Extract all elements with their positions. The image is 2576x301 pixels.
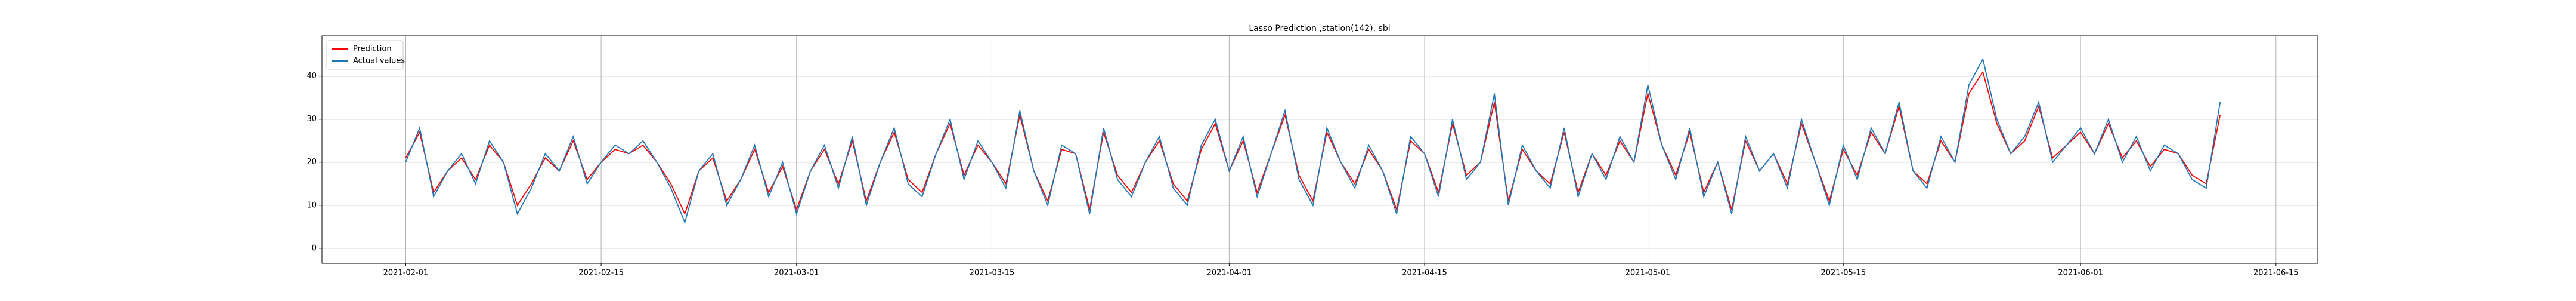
y-tick-label: 20	[306, 158, 317, 167]
plot-frame	[321, 35, 2318, 264]
x-tick-label: 2021-03-01	[774, 269, 819, 278]
chart-title: Lasso Prediction ,station(142), sbi	[1249, 24, 1390, 33]
y-tick-label: 0	[312, 244, 317, 253]
y-tick-label: 10	[306, 201, 317, 210]
x-tick-label: 2021-02-15	[578, 269, 624, 278]
x-tick-label: 2021-04-15	[1402, 269, 1447, 278]
x-tick-label: 2021-02-01	[383, 269, 429, 278]
y-tick-label: 30	[306, 115, 317, 124]
series-line	[405, 70, 2221, 216]
legend-label: Actual values	[353, 57, 405, 66]
x-tick-label: 2021-04-01	[1207, 269, 1252, 278]
legend-box	[326, 40, 404, 70]
x-tick-label: 2021-06-15	[2253, 269, 2299, 278]
x-tick-label: 2021-05-01	[1626, 269, 1671, 278]
legend-label: Prediction	[353, 45, 392, 54]
y-tick-label: 40	[306, 72, 317, 81]
series-line	[405, 57, 2221, 225]
x-tick-label: 2021-03-15	[970, 269, 1015, 278]
x-tick-label: 2021-05-15	[1820, 269, 1866, 278]
x-tick-label: 2021-06-01	[2058, 269, 2103, 278]
